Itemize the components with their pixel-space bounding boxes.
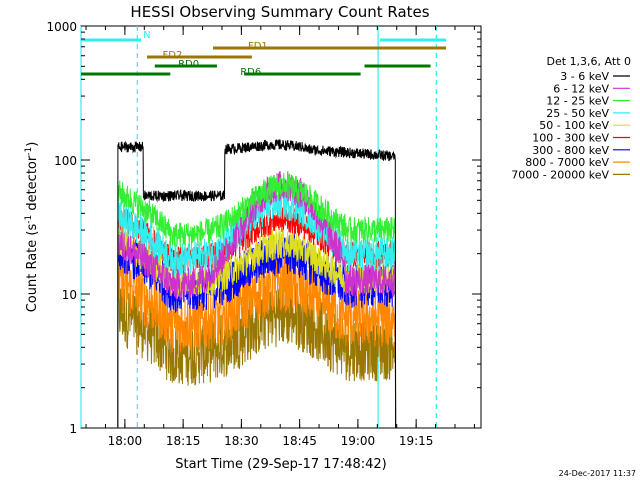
y-axis-label-mid: detector [25, 155, 40, 215]
x-tick-label: 18:15 [166, 434, 201, 448]
legend-label: 3 - 6 keV [560, 70, 609, 83]
x-tick-label: 19:00 [341, 434, 376, 448]
series-layer [117, 138, 397, 429]
y-axis-label-sup2: -1 [24, 147, 34, 156]
y-tick-label: 1000 [46, 20, 77, 34]
x-tick-label: 18:00 [108, 434, 143, 448]
legend-label: 6 - 12 keV [553, 82, 609, 95]
legend-title: Det 1,3,6, Att 0 [547, 55, 631, 68]
y-axis-label: Count Rate (s-1 detector-1) [24, 142, 40, 313]
legend-label: 25 - 50 keV [546, 107, 609, 120]
legend-label: 100 - 300 keV [532, 132, 609, 145]
legend-label: 800 - 7000 keV [525, 156, 609, 169]
legend-label: 7000 - 20000 keV [511, 168, 609, 181]
y-tick-label: 100 [54, 154, 77, 168]
x-tick-label: 19:15 [399, 434, 434, 448]
series-line [117, 138, 397, 429]
flag-bar-label: RD0 [178, 59, 199, 70]
legend-label: 300 - 800 keV [532, 144, 609, 157]
series-line [117, 173, 397, 429]
legend-label: 50 - 100 keV [539, 119, 609, 132]
y-axis-label-main: Count Rate (s [25, 224, 40, 313]
y-tick-label: 10 [62, 288, 77, 302]
flag-bar-label: RD6 [240, 67, 261, 78]
y-axis-label-sup: -1 [24, 215, 34, 224]
y-axis-label-end: ) [25, 142, 40, 147]
x-tick-label: 18:45 [282, 434, 317, 448]
series-line [117, 170, 397, 429]
x-axis-label: Start Time (29-Sep-17 17:48:42) [175, 457, 386, 472]
axis-ticks: 1 10 100 1000 18:00 18:15 18:30 18:45 19:00 19:15 [46, 20, 481, 448]
flag-bar-label: FD1 [248, 41, 268, 52]
chart-title: HESSI Observing Summary Count Rates [130, 3, 429, 21]
y-tick-label: 1 [69, 422, 77, 436]
footer-date: 24-Dec-2017 11:37 [559, 469, 636, 478]
flag-bar-label: N [143, 30, 150, 41]
x-tick-label: 18:30 [224, 434, 259, 448]
flag-bar-label: FD2 [163, 50, 183, 61]
legend-label: 12 - 25 keV [546, 95, 609, 108]
